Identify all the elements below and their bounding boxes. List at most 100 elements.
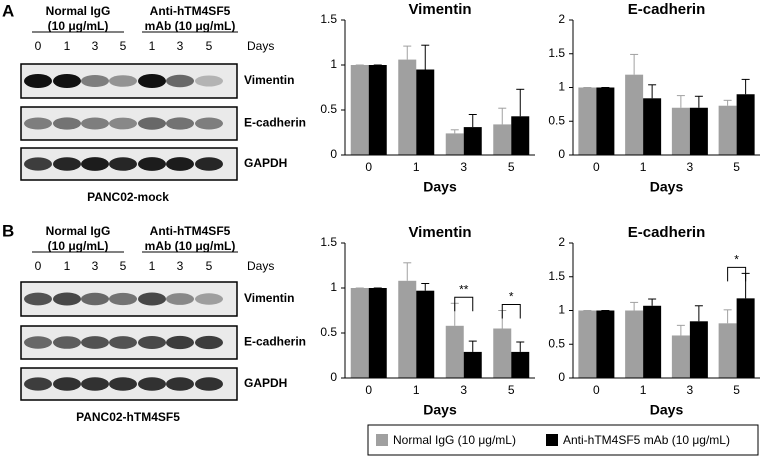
y-tick-label: 0	[330, 147, 337, 161]
x-tick-label: 5	[508, 160, 515, 174]
error-bar	[676, 324, 685, 336]
bar	[625, 74, 644, 155]
error-bar	[468, 114, 477, 128]
bar	[511, 116, 530, 155]
lane-label: 5	[120, 39, 127, 53]
band	[195, 377, 223, 391]
legend-swatch	[376, 434, 388, 446]
bar	[689, 321, 708, 378]
x-tick-label: 0	[365, 160, 372, 174]
lane-label: 1	[149, 259, 156, 273]
band	[53, 336, 81, 349]
x-axis-label: Days	[650, 179, 684, 195]
bar	[350, 288, 369, 378]
bar	[643, 98, 662, 155]
error-bar	[421, 283, 430, 291]
error-bar	[648, 298, 657, 306]
y-tick-label: 1	[330, 57, 337, 71]
lane-axis-label: Days	[247, 39, 274, 53]
error-bar	[741, 78, 750, 95]
group-label: mAb (10 μg/mL)	[145, 239, 236, 253]
band	[195, 157, 223, 171]
group-label: Normal IgG	[46, 4, 111, 18]
bar	[445, 325, 464, 378]
band	[81, 336, 109, 349]
group-label: (10 μg/mL)	[48, 19, 109, 33]
band	[53, 74, 81, 88]
chart-title: Vimentin	[408, 1, 471, 18]
band	[166, 117, 194, 130]
error-bar	[630, 53, 639, 75]
band	[81, 292, 109, 306]
band	[109, 157, 137, 171]
y-tick-label: 0.5	[320, 325, 337, 339]
x-tick-label: 5	[733, 160, 740, 174]
bar	[671, 335, 690, 378]
legend-swatch	[546, 434, 558, 446]
bar	[643, 305, 662, 378]
band	[81, 75, 109, 87]
protein-label: E-cadherin	[244, 116, 306, 130]
band	[24, 74, 52, 88]
x-tick-label: 3	[460, 160, 467, 174]
band	[138, 157, 166, 171]
y-tick-label: 1	[330, 280, 337, 294]
panel-label: B	[2, 221, 14, 240]
band	[109, 336, 137, 349]
bar	[596, 310, 615, 378]
error-bar	[694, 305, 703, 322]
y-tick-label: 0	[330, 370, 337, 384]
protein-label: Vimentin	[244, 73, 294, 87]
protein-label: GAPDH	[244, 376, 287, 390]
error-bar	[468, 340, 477, 352]
y-tick-label: 1.5	[548, 269, 565, 283]
bar	[493, 124, 512, 155]
x-tick-label: 3	[687, 160, 694, 174]
band	[166, 293, 194, 305]
y-tick-label: 0	[558, 147, 565, 161]
x-tick-label: 0	[593, 160, 600, 174]
lane-label: 1	[64, 39, 71, 53]
panel-label: A	[2, 1, 14, 20]
error-bar	[498, 107, 507, 125]
x-tick-label: 1	[640, 383, 647, 397]
group-label: Anti-hTM4SF5	[150, 4, 231, 18]
x-tick-label: 3	[687, 383, 694, 397]
error-bar	[648, 84, 657, 99]
significance-label: *	[509, 290, 514, 304]
bar	[578, 310, 597, 378]
band	[53, 292, 81, 306]
group-label: (10 μg/mL)	[48, 239, 109, 253]
error-bar	[450, 129, 459, 134]
y-tick-label: 1.5	[548, 46, 565, 60]
error-bar	[403, 262, 412, 281]
band	[109, 117, 137, 130]
y-tick-label: 2	[558, 235, 565, 249]
y-tick-label: 1	[558, 303, 565, 317]
error-bar	[694, 95, 703, 108]
group-label: Normal IgG	[46, 224, 111, 238]
band	[24, 336, 52, 349]
bar	[463, 127, 482, 155]
band	[166, 335, 194, 350]
bar	[578, 87, 597, 155]
bar	[596, 87, 615, 155]
bar	[671, 107, 690, 155]
lane-label: 5	[206, 39, 213, 53]
bar	[736, 298, 755, 378]
blot-caption: PANC02-hTM4SF5	[76, 410, 180, 424]
significance-label: **	[459, 282, 469, 296]
chart-title: E-cadherin	[628, 1, 706, 18]
lane-label: 1	[149, 39, 156, 53]
bar	[398, 280, 417, 378]
lane-label: 0	[35, 39, 42, 53]
band	[109, 292, 137, 306]
error-bar	[516, 341, 525, 352]
band	[109, 75, 137, 87]
x-tick-label: 0	[593, 383, 600, 397]
protein-label: E-cadherin	[244, 335, 306, 349]
bar	[718, 323, 737, 378]
band	[81, 377, 109, 391]
x-tick-label: 1	[413, 383, 420, 397]
bar	[736, 94, 755, 155]
